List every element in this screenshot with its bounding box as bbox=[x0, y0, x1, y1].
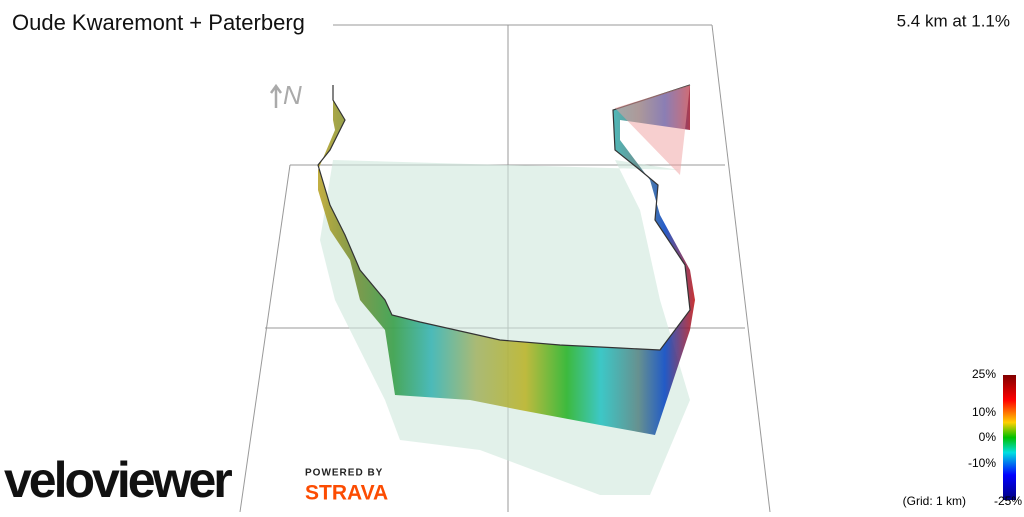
logo: veloviewer bbox=[4, 452, 232, 508]
partner-logo: STRAVA bbox=[305, 482, 388, 505]
legend-label: 0% bbox=[979, 430, 997, 444]
compass-arrow bbox=[269, 83, 283, 108]
compass-label: N bbox=[283, 80, 302, 110]
legend-label: 10% bbox=[972, 405, 996, 419]
route-reflection bbox=[320, 160, 690, 495]
legend-label: 25% bbox=[972, 367, 996, 381]
stats: 5.4 km at 1.1% bbox=[897, 11, 1010, 30]
legend-label: -10% bbox=[968, 456, 996, 470]
route-end-shadow bbox=[615, 85, 690, 175]
powered-by: POWERED BY bbox=[305, 468, 383, 479]
legend-colorbar bbox=[1003, 375, 1016, 500]
route-line bbox=[317, 84, 691, 351]
grid-note: (Grid: 1 km) bbox=[903, 494, 966, 508]
legend-label: -25% bbox=[994, 494, 1022, 508]
title: Oude Kwaremont + Paterberg bbox=[12, 10, 305, 35]
